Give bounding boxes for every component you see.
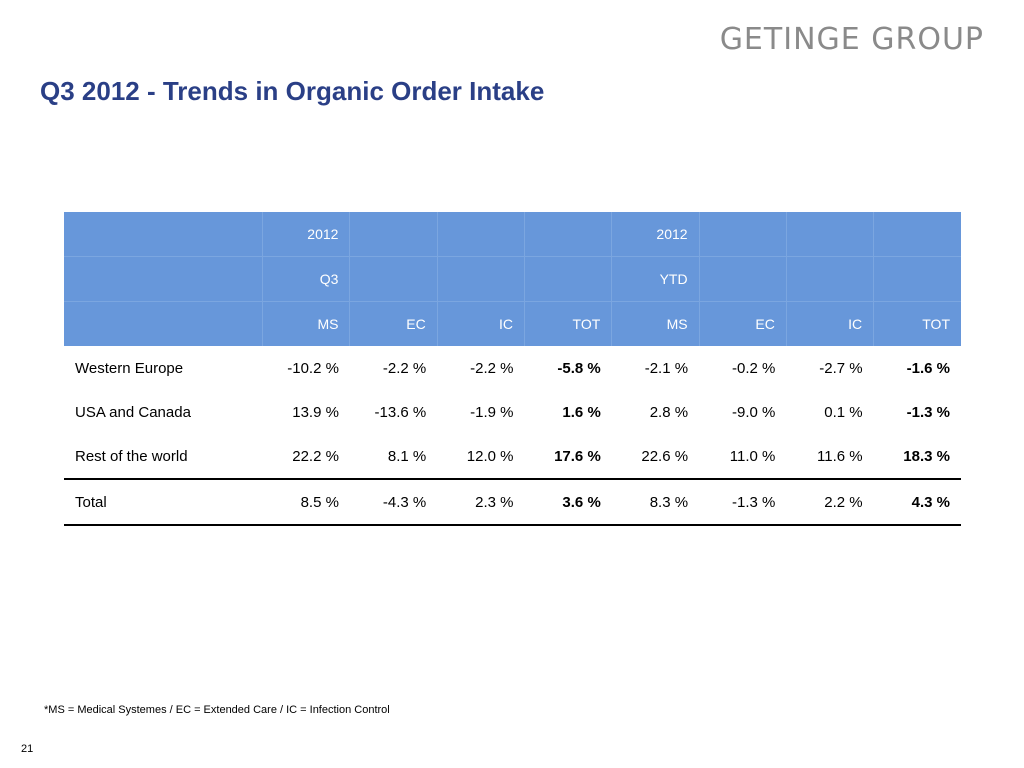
header-cell: MS — [262, 301, 351, 346]
table-cell: 0.1 % — [824, 403, 863, 421]
table-row: USA and Canada 13.9 % -13.6 % -1.9 % 1.6… — [64, 390, 961, 434]
header-cell: YTD — [611, 256, 700, 302]
table-cell: -9.0 % — [731, 403, 776, 421]
table-cell: -1.9 % — [470, 403, 514, 421]
header-cell — [64, 301, 264, 346]
header-cell: TOT — [873, 301, 961, 346]
table-cell: -2.7 % — [819, 359, 863, 377]
table-cell-total: 17.6 % — [554, 447, 601, 465]
footnote: *MS = Medical Systemes / EC = Extended C… — [44, 704, 390, 716]
header-cell — [786, 256, 875, 302]
header-cell — [786, 212, 875, 257]
table-cell: 8.1 % — [387, 447, 427, 465]
header-cell: 2012 — [262, 212, 351, 257]
header-cell: Q3 — [262, 256, 351, 302]
table-cell-total: 18.3 % — [903, 447, 950, 465]
table-cell-total: -1.3 % — [906, 403, 950, 421]
table-cell: 22.2 % — [292, 447, 339, 465]
table-cell: 8.3 % — [611, 478, 700, 526]
header-cell: IC — [786, 301, 875, 346]
row-label: Total — [64, 478, 263, 526]
table-cell: 11.6 % — [817, 447, 863, 465]
getinge-group-logo: GETINGE GROUP — [719, 22, 984, 57]
header-cell: EC — [699, 301, 787, 346]
header-cell — [524, 212, 613, 257]
table-cell: -2.2 % — [382, 359, 427, 377]
table-cell: -13.6 % — [374, 403, 427, 421]
header-row-segment: MS EC IC TOT MS EC IC TOT — [64, 301, 961, 346]
table-cell: 22.6 % — [641, 447, 689, 465]
header-cell — [437, 212, 526, 257]
table-cell: 2.2 % — [786, 478, 874, 526]
table-cell: 11.0 % — [729, 447, 776, 465]
row-label: Western Europe — [75, 359, 184, 377]
table-cell-total: -5.8 % — [557, 359, 601, 377]
table-cell: -4.3 % — [349, 478, 438, 526]
table-row-total: Total 8.5 % -4.3 % 2.3 % 3.6 % 8.3 % -1.… — [64, 478, 961, 526]
table-cell-total: 3.6 % — [524, 478, 612, 526]
table-cell: 2.3 % — [437, 478, 525, 526]
header-cell — [349, 256, 438, 302]
row-label: Rest of the world — [75, 447, 188, 465]
table-cell: -2.2 % — [470, 359, 514, 377]
header-cell — [64, 256, 264, 302]
header-cell — [873, 256, 961, 302]
header-cell: MS — [611, 301, 700, 346]
page-number: 21 — [21, 743, 34, 755]
header-cell: EC — [349, 301, 438, 346]
table-cell: -1.3 % — [699, 478, 787, 526]
header-cell — [873, 212, 961, 257]
table-cell-total: 1.6 % — [562, 403, 601, 421]
order-intake-table: 2012 2012 Q3 YTD — [64, 212, 961, 526]
header-cell: IC — [437, 301, 526, 346]
table-row: Western Europe -10.2 % -2.2 % -2.2 % -5.… — [64, 346, 961, 390]
header-cell — [349, 212, 438, 257]
table-cell: -10.2 % — [287, 359, 339, 377]
header-cell: 2012 — [611, 212, 700, 257]
table-cell: -2.1 % — [644, 359, 689, 377]
slide-title: Q3 2012 - Trends in Organic Order Intake — [40, 76, 545, 106]
table-cell: 13.9 % — [292, 403, 339, 421]
table-cell-total: -1.6 % — [906, 359, 950, 377]
table-cell: 8.5 % — [262, 478, 350, 526]
table-cell: -0.2 % — [731, 359, 776, 377]
header-cell — [699, 212, 787, 257]
header-cell: TOT — [524, 301, 613, 346]
table-cell: 2.8 % — [649, 403, 689, 421]
header-cell — [524, 256, 613, 302]
order-intake-table-container: 2012 2012 Q3 YTD — [64, 212, 961, 526]
header-cell — [699, 256, 787, 302]
header-cell — [437, 256, 526, 302]
table-cell: 12.0 % — [466, 447, 514, 465]
table-row: Rest of the world 22.2 % 8.1 % 12.0 % 17… — [64, 434, 961, 479]
row-label: USA and Canada — [75, 403, 191, 421]
table-cell-total: 4.3 % — [873, 478, 961, 526]
header-cell — [64, 212, 264, 257]
header-row-year: 2012 2012 — [64, 212, 961, 257]
header-row-period: Q3 YTD — [64, 256, 961, 302]
